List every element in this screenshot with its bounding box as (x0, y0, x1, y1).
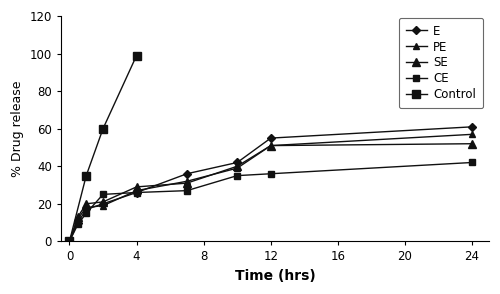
CE (83, 211, 89, 215)
Legend: E, PE, SE, CE, Control: E, PE, SE, CE, Control (399, 18, 483, 108)
PE (66, 240, 72, 243)
SE (268, 144, 274, 147)
E (83, 208, 89, 211)
E (268, 136, 274, 140)
Y-axis label: % Drug release: % Drug release (11, 81, 24, 177)
PE (469, 133, 475, 136)
CE (469, 161, 475, 164)
SE (134, 185, 140, 189)
Control (66, 240, 72, 243)
SE (100, 200, 106, 204)
CE (268, 172, 274, 176)
Control (100, 127, 106, 131)
SE (469, 142, 475, 146)
Line: CE: CE (66, 160, 475, 244)
Control (134, 54, 140, 57)
X-axis label: Time (hrs): Time (hrs) (234, 269, 316, 283)
E (469, 125, 475, 128)
CE (234, 174, 240, 177)
CE (184, 189, 190, 192)
Line: Control: Control (66, 51, 140, 245)
E (66, 240, 72, 243)
PE (184, 180, 190, 183)
CE (100, 193, 106, 196)
E (100, 202, 106, 206)
CE (66, 240, 72, 243)
Line: E: E (66, 124, 475, 244)
PE (268, 144, 274, 147)
E (184, 172, 190, 176)
SE (83, 202, 89, 206)
PE (100, 204, 106, 207)
SE (184, 181, 190, 185)
Line: PE: PE (66, 131, 476, 245)
SE (75, 215, 81, 219)
E (75, 221, 81, 224)
E (234, 161, 240, 164)
Line: SE: SE (66, 140, 476, 245)
CE (134, 191, 140, 194)
PE (75, 217, 81, 220)
PE (134, 189, 140, 192)
SE (234, 164, 240, 168)
Control (83, 174, 89, 177)
PE (83, 206, 89, 209)
CE (75, 223, 81, 226)
SE (66, 240, 72, 243)
PE (234, 166, 240, 170)
E (134, 191, 140, 194)
